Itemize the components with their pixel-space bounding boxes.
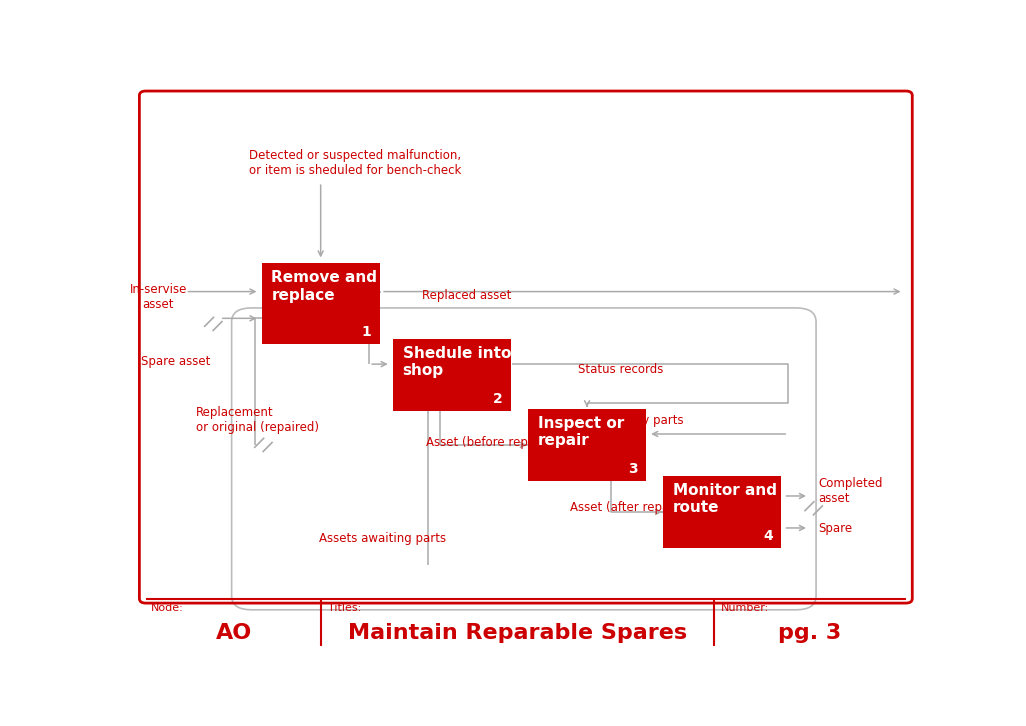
Text: Spare: Spare: [819, 522, 853, 535]
Text: Repairable asset: Repairable asset: [398, 360, 498, 373]
Text: Titles:: Titles:: [328, 603, 361, 613]
Text: Replaced asset: Replaced asset: [423, 288, 512, 301]
Text: Asset (before repair): Asset (before repair): [427, 436, 549, 449]
Text: Number:: Number:: [720, 603, 768, 613]
Text: Asset (after repair): Asset (after repair): [569, 501, 682, 514]
Text: Maintain Reparable Spares: Maintain Reparable Spares: [348, 623, 687, 643]
Text: 4: 4: [763, 529, 774, 543]
Bar: [664, 476, 781, 548]
Bar: [528, 409, 646, 481]
Text: Shedule into
shop: Shedule into shop: [402, 346, 511, 378]
Text: In-servise
asset: In-servise asset: [129, 282, 187, 311]
Text: AO: AO: [215, 623, 251, 643]
Text: Inspect or
repair: Inspect or repair: [538, 416, 624, 448]
Text: 2: 2: [494, 392, 503, 406]
Text: Replacement
or original (repaired): Replacement or original (repaired): [196, 406, 319, 433]
Text: Remove and
replace: Remove and replace: [271, 271, 378, 303]
Text: Monitor and
route: Monitor and route: [673, 483, 777, 515]
Text: 1: 1: [362, 325, 371, 338]
Text: Assets awaiting parts: Assets awaiting parts: [319, 532, 446, 545]
Text: Detected or suspected malfunction,
or item is sheduled for bench-check: Detected or suspected malfunction, or it…: [248, 149, 461, 176]
Text: Spare asset: Spare asset: [142, 354, 210, 367]
Text: 3: 3: [628, 462, 638, 476]
Bar: [393, 338, 511, 412]
Bar: [262, 264, 380, 344]
Text: Status records: Status records: [578, 364, 663, 377]
Text: Completed
asset: Completed asset: [819, 477, 883, 505]
Text: Supply parts: Supply parts: [609, 415, 684, 428]
Text: pg. 3: pg. 3: [779, 623, 841, 643]
Text: Node:: Node:: [151, 603, 184, 613]
